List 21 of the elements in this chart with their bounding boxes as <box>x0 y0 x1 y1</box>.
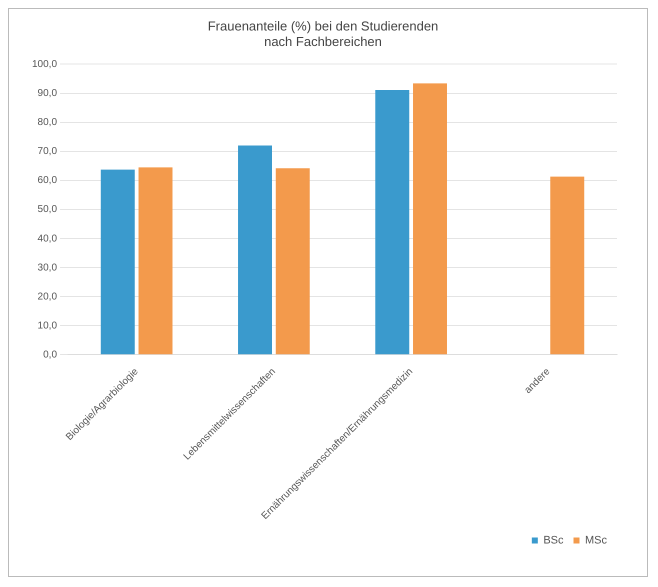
bar <box>238 146 272 354</box>
bar <box>138 167 172 354</box>
y-tick-label: 60,0 <box>38 175 58 186</box>
y-tick-label: 40,0 <box>38 233 58 244</box>
y-tick-label: 0,0 <box>43 349 58 360</box>
bar <box>100 170 135 354</box>
y-tick-label: 10,0 <box>38 320 58 332</box>
y-tick-label: 80,0 <box>38 117 58 128</box>
bar <box>413 83 447 354</box>
legend-label: BSc <box>543 534 564 547</box>
bar <box>276 168 310 354</box>
bar <box>550 176 584 354</box>
y-tick-label: 100,0 <box>32 58 58 70</box>
y-tick-label: 20,0 <box>38 291 58 302</box>
y-tick-label: 30,0 <box>38 262 58 274</box>
y-tick-label: 90,0 <box>38 88 58 100</box>
legend-label: MSc <box>585 534 608 547</box>
y-tick-label: 70,0 <box>38 146 58 158</box>
bar <box>375 90 410 354</box>
chart-title: Frauenanteile (%) bei den Studierenden nach Fachbereichen <box>208 18 438 49</box>
y-tick-label: 50,0 <box>38 204 58 216</box>
